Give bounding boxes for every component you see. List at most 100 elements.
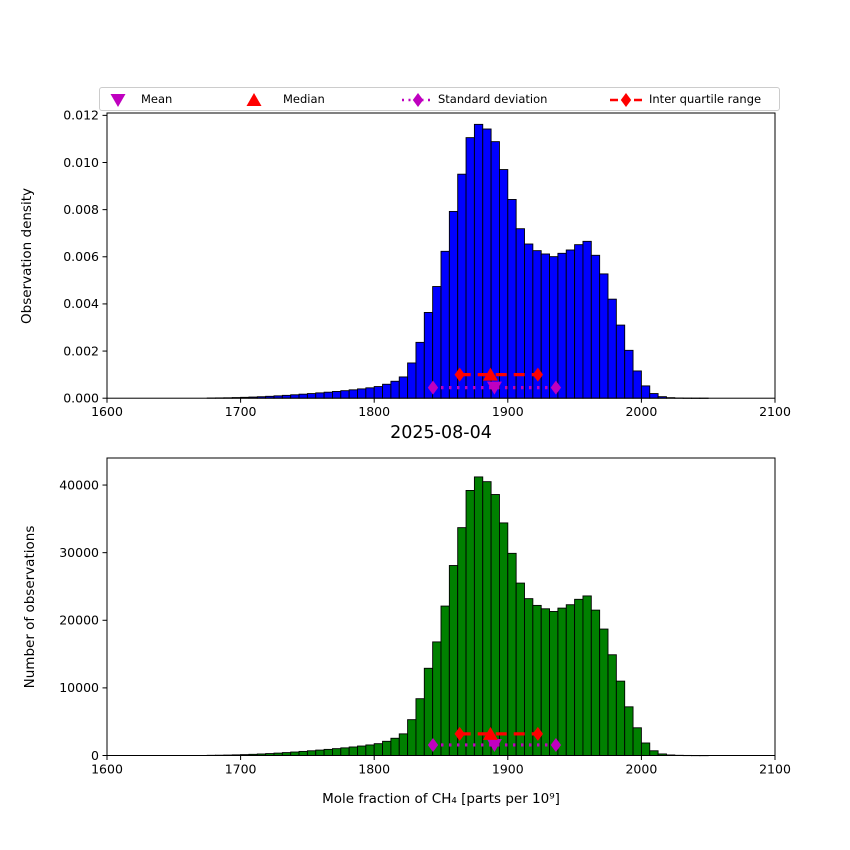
legend-label-inter-quartile-range: Inter quartile range [649, 92, 762, 106]
ylabel-observation-density: Observation density [19, 188, 35, 324]
legend-label-median: Median [283, 92, 325, 106]
histogram-bar [382, 740, 392, 756]
median-marker [482, 726, 498, 740]
histogram-bar [398, 376, 409, 399]
histogram-bar [640, 385, 651, 399]
x-tick-label: 1700 [225, 762, 257, 777]
histogram-bar [540, 253, 551, 399]
histogram-bar [499, 169, 509, 399]
histogram-bar [457, 173, 467, 399]
histogram-bar [607, 654, 617, 756]
histogram-bar [465, 137, 475, 399]
mean-marker [486, 738, 502, 752]
histogram-bar [557, 252, 567, 399]
legend-label-standard-deviation: Standard deviation [438, 92, 548, 106]
histogram-bar [515, 228, 525, 399]
iqr-q1-marker [454, 726, 465, 741]
plot-title-date: 2025-08-04 [390, 423, 492, 443]
histogram-bar [649, 393, 659, 399]
legend-glyph-shape [110, 94, 126, 107]
histogram-bar [507, 199, 517, 399]
std-dev-high-marker [550, 737, 562, 752]
std-dev-low-marker [427, 737, 439, 752]
histogram-bar [632, 727, 642, 756]
histogram-bar [340, 747, 350, 756]
x-tick-label: 1800 [358, 762, 390, 777]
histogram-bar [315, 392, 325, 399]
histogram-bar [373, 386, 384, 399]
histogram-bar [607, 298, 617, 399]
x-tick-label: 2100 [759, 762, 791, 777]
y-tick-label: 0.000 [63, 391, 99, 406]
histogram-bar [574, 244, 584, 399]
histogram-bar [432, 286, 442, 399]
histogram-bar [365, 744, 375, 756]
histogram-bars [206, 476, 709, 757]
histogram-bar [490, 494, 500, 756]
histogram-bar [407, 719, 417, 756]
histogram-bar [340, 390, 350, 399]
x-tick-label: 2000 [625, 762, 657, 777]
histogram-bar [473, 476, 484, 756]
histogram-bar [348, 746, 358, 756]
x-tick-label: 1600 [91, 404, 123, 419]
histogram-bar [373, 743, 384, 756]
histogram-bar [365, 387, 375, 399]
histogram-bar [290, 394, 300, 399]
histogram-bars [206, 123, 709, 399]
histogram-bar [490, 141, 500, 399]
histogram-bar [323, 391, 333, 399]
y-tick-label: 20000 [59, 613, 99, 628]
histogram-bar [515, 582, 525, 756]
histogram-bar [415, 341, 425, 399]
histogram-bar [332, 391, 342, 399]
plot-bottom-counts: 1600 1700 1800 1900 2000 2100 0 10000 20000 30000… [59, 457, 791, 777]
y-tick-label: 40000 [59, 477, 99, 492]
histogram-bar [624, 706, 634, 756]
histogram-bar [549, 256, 559, 399]
histogram-bar [415, 698, 425, 756]
legend: Mean Median Standard deviation Inter qua… [99, 87, 780, 111]
y-tick-label: 0.006 [63, 249, 99, 264]
histogram-bar [432, 641, 442, 756]
histogram-bar [348, 389, 358, 399]
std-dev-high-marker [550, 380, 562, 395]
histogram-bar [448, 565, 459, 756]
histogram-bar [590, 254, 601, 399]
histogram-bar [649, 750, 659, 756]
histogram-bar [440, 250, 450, 399]
histogram-bar [298, 750, 308, 756]
histogram-bar [590, 609, 601, 756]
x-tick-label: 2100 [759, 404, 791, 419]
histogram-bar [499, 522, 509, 756]
y-tick-label: 0 [91, 748, 99, 763]
histogram-bar [315, 749, 325, 756]
y-tick-label: 0.002 [63, 343, 99, 358]
histogram-bar [306, 750, 317, 756]
histogram-bar [465, 490, 475, 756]
x-tick-label: 1800 [358, 404, 390, 419]
legend-glyph-shape [620, 93, 632, 107]
histogram-bar [565, 604, 576, 756]
histogram-bar [615, 680, 626, 756]
x-tick-label: 1900 [492, 762, 524, 777]
stats-markers [427, 367, 562, 395]
iqr-q3-marker [532, 726, 544, 741]
histogram-bar [565, 249, 576, 399]
histogram-bar [582, 240, 592, 399]
histogram-bar [440, 605, 450, 756]
histogram-bar [323, 748, 333, 756]
histogram-bar [507, 552, 517, 756]
histogram-bar [298, 393, 308, 399]
y-tick-label: 0.010 [63, 155, 99, 170]
histogram-bar [398, 733, 409, 756]
iqr-q1-marker [454, 367, 465, 382]
inter-quartile-range-marker-icon [610, 93, 642, 107]
histogram-bar [390, 737, 400, 756]
histogram-bar [599, 273, 609, 399]
histogram-bar [615, 324, 626, 399]
y-tick-label: 0.008 [63, 202, 99, 217]
plot-border [106, 112, 776, 399]
